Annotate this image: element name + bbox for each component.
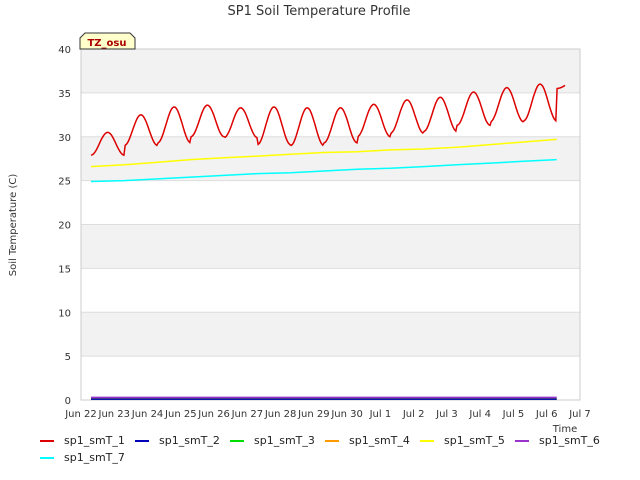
legend-label: sp1_smT_7 bbox=[64, 451, 125, 464]
y-tick-label: 35 bbox=[58, 89, 71, 100]
annotation-tag: TZ_osu bbox=[79, 32, 136, 50]
legend-label: sp1_smT_4 bbox=[349, 434, 410, 447]
x-axis-label: Time bbox=[552, 424, 577, 435]
legend-swatch bbox=[135, 439, 149, 442]
series-line-sp1_smT_1 bbox=[90, 83, 566, 157]
legend-swatch bbox=[40, 456, 54, 459]
plot-border bbox=[80, 48, 581, 401]
y-tick-label: 20 bbox=[58, 221, 71, 232]
legend-label: sp1_smT_6 bbox=[539, 434, 600, 447]
x-tick-label: Jul 4 bbox=[468, 409, 491, 420]
x-tick-label: Jun 25 bbox=[164, 409, 197, 420]
legend-item-sp1_smT_5: sp1_smT_5 bbox=[420, 434, 505, 447]
annotation-label: TZ_osu bbox=[87, 38, 126, 49]
legend-item-sp1_smT_4: sp1_smT_4 bbox=[325, 434, 410, 447]
series-line-sp1_smT_7 bbox=[90, 158, 557, 183]
x-axis-ticks: Jun 22 Jun 23 Jun 24 Jun 25 Jun 26 Jun 27 Jun … bbox=[64, 409, 591, 420]
grid bbox=[80, 48, 581, 401]
legend-swatch bbox=[230, 439, 244, 442]
series-layer bbox=[90, 83, 566, 400]
x-tick-label: Jun 23 bbox=[98, 409, 131, 420]
x-tick-label: Jun 30 bbox=[330, 409, 363, 420]
legend-item-sp1_smT_2: sp1_smT_2 bbox=[135, 434, 220, 447]
legend-label: sp1_smT_1 bbox=[64, 434, 125, 447]
legend-swatch bbox=[325, 439, 339, 442]
legend-label: sp1_smT_3 bbox=[254, 434, 315, 447]
legend-swatch bbox=[420, 439, 434, 442]
y-tick-label: 30 bbox=[58, 133, 71, 144]
x-tick-label: Jul 3 bbox=[435, 409, 458, 420]
x-tick-label: Jun 27 bbox=[231, 409, 264, 420]
x-tick-label: Jun 28 bbox=[264, 409, 297, 420]
legend-label: sp1_smT_5 bbox=[444, 434, 505, 447]
x-tick-label: Jul 5 bbox=[502, 409, 525, 420]
x-tick-label: Jun 24 bbox=[131, 409, 164, 420]
chart-title: SP1 Soil Temperature Profile bbox=[228, 4, 411, 19]
y-tick-label: 15 bbox=[58, 264, 71, 275]
legend-item-sp1_smT_3: sp1_smT_3 bbox=[230, 434, 315, 447]
x-tick-label: Jul 7 bbox=[568, 409, 591, 420]
legend-item-sp1_smT_7: sp1_smT_7 bbox=[40, 451, 125, 464]
x-tick-label: Jun 26 bbox=[197, 409, 230, 420]
legend-item-sp1_smT_1: sp1_smT_1 bbox=[40, 434, 125, 447]
y-tick-label: 40 bbox=[58, 45, 71, 56]
y-tick-label: 25 bbox=[58, 177, 71, 188]
legend-label: sp1_smT_2 bbox=[159, 434, 220, 447]
x-tick-label: Jun 29 bbox=[297, 409, 330, 420]
x-tick-label: Jul 6 bbox=[535, 409, 558, 420]
y-axis-label: Soil Temperature (C) bbox=[8, 174, 19, 277]
y-tick-label: 0 bbox=[65, 396, 71, 407]
legend-swatch bbox=[40, 439, 54, 442]
y-tick-label: 5 bbox=[65, 352, 71, 363]
x-tick-label: Jun 22 bbox=[64, 409, 97, 420]
legend-item-sp1_smT_6: sp1_smT_6 bbox=[515, 434, 600, 447]
y-axis-ticks: 0 5 10 15 20 25 30 35 40 bbox=[58, 45, 71, 407]
series-line-sp1_smT_5 bbox=[90, 138, 557, 168]
y-tick-label: 10 bbox=[58, 308, 71, 319]
x-tick-label: Jul 2 bbox=[402, 409, 425, 420]
x-tick-label: Jul 1 bbox=[369, 409, 392, 420]
legend-swatch bbox=[515, 439, 529, 442]
